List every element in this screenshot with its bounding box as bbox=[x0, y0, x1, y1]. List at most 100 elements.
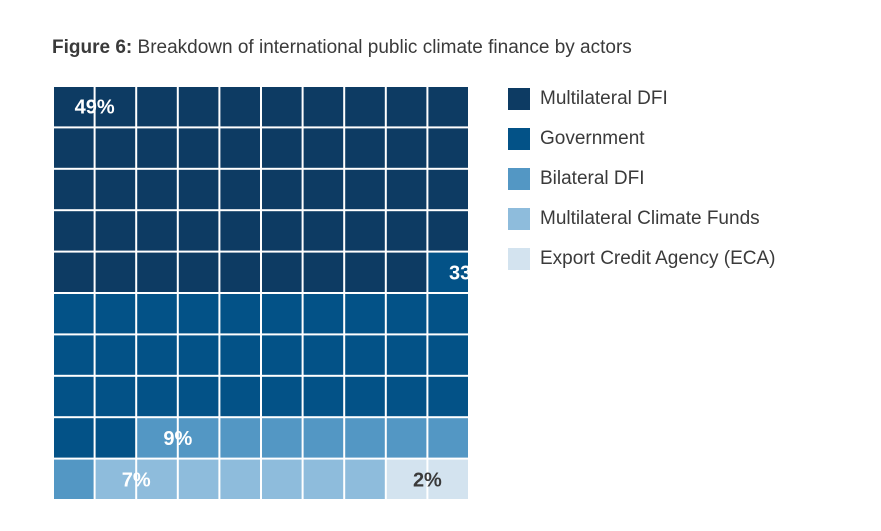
waffle-cell-multilateral-dfi bbox=[220, 169, 260, 210]
data-label-bilateral-dfi: 9% bbox=[163, 428, 192, 450]
waffle-cell-multilateral-dfi bbox=[386, 169, 427, 210]
waffle-cell-multilateral-dfi bbox=[137, 211, 177, 251]
waffle-cell-multilateral-dfi bbox=[428, 211, 468, 251]
waffle-cell-government bbox=[178, 376, 219, 417]
waffle-cell-multilateral-dfi bbox=[54, 252, 94, 292]
waffle-cell-government bbox=[54, 418, 94, 458]
waffle-cell-government bbox=[95, 376, 136, 417]
waffle-cell-export-credit-agency-eca bbox=[386, 459, 427, 499]
waffle-chart: 49% 33% 9% 7% 2% bbox=[54, 87, 468, 499]
waffle-cell-government bbox=[220, 335, 260, 375]
waffle-cell-export-credit-agency-eca bbox=[428, 459, 468, 499]
waffle-cell-multilateral-dfi bbox=[386, 87, 427, 127]
waffle-cell-government bbox=[345, 294, 385, 334]
legend-swatch bbox=[508, 128, 530, 150]
legend-item-multilateral-dfi: Multilateral DFI bbox=[508, 86, 668, 112]
waffle-cell-multilateral-dfi bbox=[220, 128, 260, 168]
waffle-cell-government bbox=[262, 335, 302, 375]
waffle-cell-bilateral-dfi bbox=[345, 418, 385, 458]
waffle-cell-multilateral-dfi bbox=[345, 211, 385, 251]
waffle-cell-multilateral-dfi bbox=[303, 169, 344, 210]
figure-number: Figure 6: bbox=[52, 37, 133, 58]
waffle-cell-bilateral-dfi bbox=[303, 418, 344, 458]
waffle-cell-government bbox=[137, 335, 177, 375]
waffle-cell-government bbox=[137, 294, 177, 334]
waffle-cell-government bbox=[386, 335, 427, 375]
waffle-cell-multilateral-climate-funds bbox=[220, 459, 260, 499]
waffle-cell-multilateral-dfi bbox=[220, 211, 260, 251]
waffle-cell-government bbox=[95, 418, 136, 458]
waffle-cell-multilateral-dfi bbox=[345, 252, 385, 292]
waffle-cell-multilateral-dfi bbox=[54, 169, 94, 210]
waffle-cell-multilateral-dfi bbox=[54, 211, 94, 251]
waffle-cell-government bbox=[303, 294, 344, 334]
waffle-cell-multilateral-climate-funds bbox=[303, 459, 344, 499]
figure-title-text: Breakdown of international public climat… bbox=[137, 37, 632, 58]
legend-label: Export Credit Agency (ECA) bbox=[540, 248, 776, 269]
waffle-cell-multilateral-dfi bbox=[54, 128, 94, 168]
waffle-cell-multilateral-dfi bbox=[137, 87, 177, 127]
waffle-cell-multilateral-dfi bbox=[95, 87, 136, 127]
waffle-cell-multilateral-dfi bbox=[386, 211, 427, 251]
waffle-cell-multilateral-dfi bbox=[345, 169, 385, 210]
data-label-multilateral-dfi: 49% bbox=[75, 97, 115, 119]
waffle-cell-government bbox=[262, 294, 302, 334]
data-label-export-credit-agency-eca: 2% bbox=[413, 469, 442, 491]
waffle-cell-multilateral-dfi bbox=[178, 211, 219, 251]
legend-item-export-credit-agency-eca: Export Credit Agency (ECA) bbox=[508, 246, 775, 272]
waffle-cell-bilateral-dfi bbox=[262, 418, 302, 458]
waffle-cell-government bbox=[220, 294, 260, 334]
waffle-cell-multilateral-dfi bbox=[178, 169, 219, 210]
legend-label: Multilateral DFI bbox=[540, 88, 668, 109]
waffle-cell-government bbox=[178, 335, 219, 375]
legend-swatch bbox=[508, 168, 530, 190]
waffle-cell-multilateral-dfi bbox=[386, 252, 427, 292]
waffle-cell-government bbox=[220, 376, 260, 417]
waffle-cell-government bbox=[386, 376, 427, 417]
waffle-cell-government bbox=[54, 335, 94, 375]
waffle-cell-bilateral-dfi bbox=[220, 418, 260, 458]
legend-label: Multilateral Climate Funds bbox=[540, 208, 760, 229]
waffle-cell-multilateral-dfi bbox=[303, 128, 344, 168]
waffle-cell-multilateral-climate-funds bbox=[137, 459, 177, 499]
waffle-cell-bilateral-dfi bbox=[428, 418, 468, 458]
waffle-cell-multilateral-dfi bbox=[137, 128, 177, 168]
waffle-cell-multilateral-dfi bbox=[95, 169, 136, 210]
waffle-cell-government bbox=[137, 376, 177, 417]
waffle-cell-bilateral-dfi bbox=[178, 418, 219, 458]
waffle-cell-multilateral-dfi bbox=[262, 169, 302, 210]
waffle-cell-multilateral-dfi bbox=[220, 87, 260, 127]
waffle-cell-multilateral-dfi bbox=[262, 252, 302, 292]
waffle-cell-multilateral-dfi bbox=[428, 128, 468, 168]
waffle-cell-government bbox=[262, 376, 302, 417]
waffle-cell-multilateral-dfi bbox=[262, 128, 302, 168]
legend-item-bilateral-dfi: Bilateral DFI bbox=[508, 166, 645, 192]
waffle-cell-multilateral-climate-funds bbox=[345, 459, 385, 499]
waffle-cell-government bbox=[303, 335, 344, 375]
waffle-cell-multilateral-climate-funds bbox=[262, 459, 302, 499]
waffle-cell-multilateral-dfi bbox=[137, 252, 177, 292]
waffle-cell-multilateral-dfi bbox=[386, 128, 427, 168]
waffle-cell-bilateral-dfi bbox=[54, 459, 94, 499]
waffle-cell-government bbox=[345, 335, 385, 375]
waffle-cell-multilateral-dfi bbox=[303, 87, 344, 127]
legend-label: Government bbox=[540, 128, 645, 149]
waffle-cell-multilateral-dfi bbox=[178, 87, 219, 127]
waffle-cell-multilateral-dfi bbox=[54, 87, 94, 127]
waffle-cell-multilateral-dfi bbox=[345, 87, 385, 127]
legend-item-government: Government bbox=[508, 126, 645, 152]
waffle-cell-multilateral-dfi bbox=[178, 252, 219, 292]
legend-swatch bbox=[508, 208, 530, 230]
waffle-cell-multilateral-climate-funds bbox=[178, 459, 219, 499]
waffle-cell-multilateral-dfi bbox=[428, 169, 468, 210]
waffle-cell-government bbox=[54, 294, 94, 334]
waffle-cell-government bbox=[428, 294, 468, 334]
data-label-government: 33% bbox=[449, 262, 468, 284]
waffle-cell-government bbox=[95, 335, 136, 375]
waffle-cell-multilateral-dfi bbox=[178, 128, 219, 168]
waffle-cell-government bbox=[54, 376, 94, 417]
waffle-cell-bilateral-dfi bbox=[386, 418, 427, 458]
waffle-cell-government bbox=[345, 376, 385, 417]
waffle-cell-bilateral-dfi bbox=[137, 418, 177, 458]
waffle-cell-multilateral-dfi bbox=[303, 211, 344, 251]
